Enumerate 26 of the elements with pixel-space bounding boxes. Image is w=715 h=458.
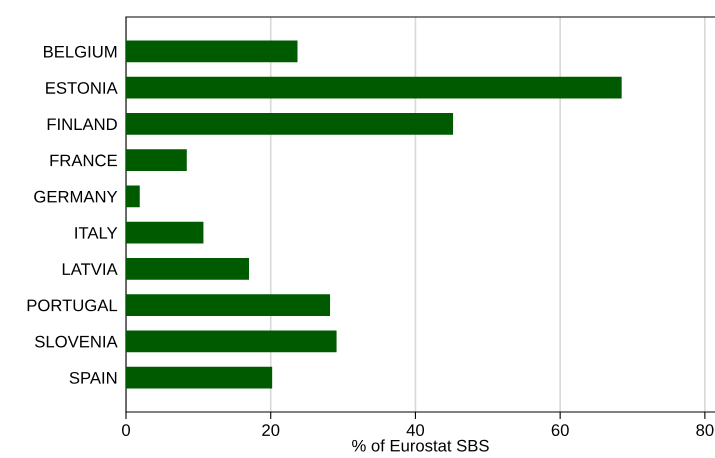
y-tick-label: ESTONIA <box>46 82 118 94</box>
bar <box>126 76 622 99</box>
y-tick-label: LATVIA <box>62 263 118 275</box>
y-tick-label: FRANCE <box>50 154 117 166</box>
bar <box>126 222 204 244</box>
y-tick-label: PORTUGAL <box>28 299 118 312</box>
x-tick-label: 20 <box>262 424 280 436</box>
y-tick-label: SLOVENIA <box>35 336 118 348</box>
bar <box>126 186 140 208</box>
y-tick-label: SPAIN <box>70 372 116 384</box>
y-tick-label: BELGIUM <box>44 46 116 58</box>
y-tick-label: ITALY <box>75 227 118 239</box>
y-tick-label: FINLAND <box>48 118 117 130</box>
x-tick-label: 40 <box>406 424 424 436</box>
x-axis-title: % of Eurostat SBS <box>352 439 489 452</box>
x-tick-label: 80 <box>696 424 714 436</box>
bar <box>126 294 330 316</box>
bar <box>126 330 337 352</box>
bar <box>126 258 250 280</box>
y-tick-label: GERMANY <box>34 190 118 203</box>
bar <box>126 40 298 62</box>
bar <box>126 149 187 172</box>
x-tick-label: 60 <box>552 424 569 436</box>
x-tick-label: 0 <box>122 424 130 436</box>
bar <box>126 366 272 388</box>
bar <box>126 113 454 135</box>
